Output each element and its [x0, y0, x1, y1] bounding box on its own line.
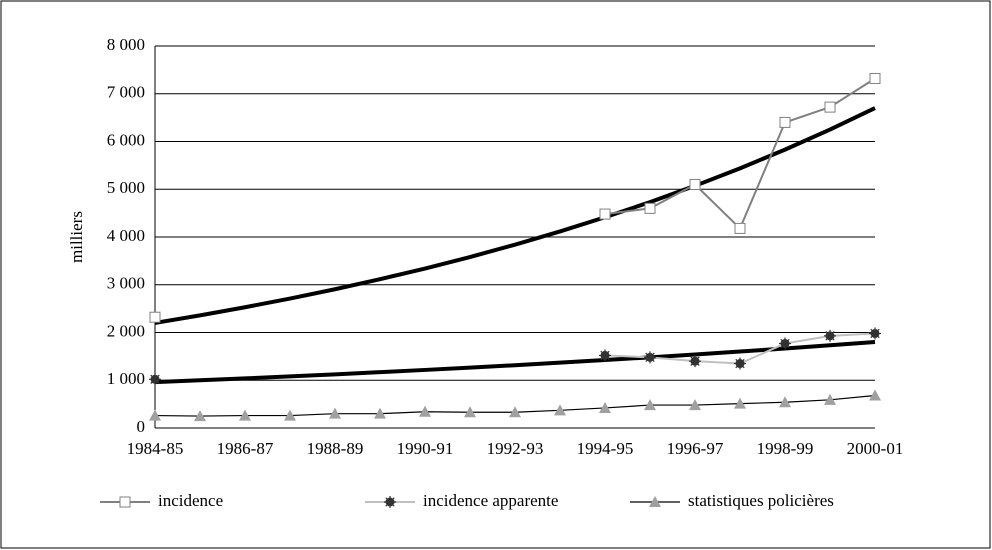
point-marker [374, 407, 386, 419]
point-marker [644, 351, 656, 364]
point-marker [779, 116, 791, 128]
y-tick-label: 6 000 [107, 130, 145, 149]
legend-marker [649, 496, 661, 507]
point-marker [194, 410, 206, 422]
point-marker [554, 404, 566, 416]
point-marker [689, 355, 701, 368]
point-marker [734, 397, 746, 409]
y-tick-label: 8 000 [107, 35, 145, 54]
point-marker [149, 409, 161, 421]
point-marker [869, 389, 881, 401]
point-marker [734, 357, 746, 370]
y-tick-label: 0 [137, 417, 146, 436]
point-marker [779, 396, 791, 408]
point-marker [869, 327, 881, 340]
y-tick-label: 3 000 [107, 274, 145, 293]
legend-label: incidence [158, 491, 223, 510]
y-tick-label: 2 000 [107, 321, 145, 340]
point-marker [464, 406, 476, 418]
point-marker [329, 407, 341, 419]
point-marker [599, 349, 611, 362]
legend-marker [384, 496, 396, 508]
point-marker [509, 406, 521, 418]
y-tick-label: 4 000 [107, 226, 145, 245]
point-marker [779, 337, 791, 350]
point-marker [284, 409, 296, 421]
x-tick-label: 1988-89 [307, 439, 364, 458]
point-marker [824, 101, 836, 113]
point-marker [689, 178, 701, 190]
y-tick-label: 1 000 [107, 369, 145, 388]
x-tick-label: 1986-87 [217, 439, 274, 458]
point-marker [149, 373, 161, 386]
point-marker [869, 72, 881, 84]
point-marker [599, 208, 611, 220]
point-marker [239, 409, 251, 421]
legend-label: incidence apparente [423, 491, 558, 510]
point-marker [644, 202, 656, 214]
point-marker [689, 399, 701, 411]
x-tick-label: 1984-85 [127, 439, 184, 458]
point-marker [149, 311, 161, 323]
point-marker [734, 222, 746, 234]
point-marker [824, 329, 836, 342]
y-tick-label: 7 000 [107, 83, 145, 102]
point-marker [824, 393, 836, 405]
x-tick-label: 1994-95 [577, 439, 634, 458]
x-tick-label: 1990-91 [397, 439, 454, 458]
legend-marker [119, 496, 131, 508]
point-marker [644, 399, 656, 411]
y-axis-title: milliers [67, 211, 86, 263]
x-tick-label: 2000-01 [847, 439, 904, 458]
legend-label: statistiques policières [688, 491, 834, 510]
point-marker [419, 405, 431, 417]
trend-line [154, 340, 876, 385]
point-marker [599, 401, 611, 413]
x-tick-label: 1998-99 [757, 439, 814, 458]
x-tick-label: 1996-97 [667, 439, 724, 458]
x-tick-label: 1992-93 [487, 439, 544, 458]
trend-line [154, 106, 876, 325]
y-tick-label: 5 000 [107, 178, 145, 197]
